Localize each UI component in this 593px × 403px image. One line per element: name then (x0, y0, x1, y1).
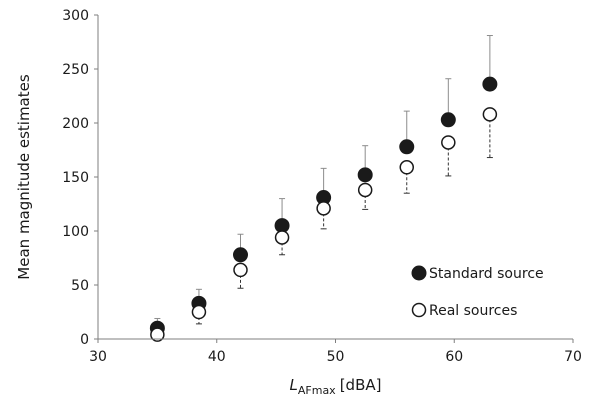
x-tick-label: 60 (445, 349, 463, 365)
y-tick-label: 0 (80, 332, 89, 348)
x-tick-label: 40 (208, 349, 226, 365)
point-real-sources (482, 107, 498, 122)
y-tick-labels: 0 50 100 150 200 250 300 (62, 8, 98, 348)
y-tick-label: 100 (62, 224, 89, 240)
point-standard-source (440, 112, 456, 128)
legend-label-standard-source: Standard source (429, 266, 544, 282)
x-tick-label: 30 (89, 349, 107, 365)
point-standard-source (357, 167, 373, 183)
x-tick-label: 70 (564, 349, 582, 365)
data-points (149, 76, 498, 342)
x-tick-labels: 30 40 50 60 70 (89, 339, 582, 365)
x-tick-label: 50 (327, 349, 345, 365)
x-axis-title-unit: [dBA] (340, 376, 382, 394)
point-standard-source (233, 247, 248, 263)
x-axis-title-subscript: AFmax (298, 384, 336, 397)
legend-marker-standard-source (411, 265, 427, 281)
legend-marker-real-sources (411, 302, 427, 318)
y-tick-label: 250 (62, 62, 89, 78)
y-tick-label: 300 (62, 8, 89, 24)
point-real-sources (233, 262, 248, 278)
legend: Standard source Real sources (411, 265, 544, 319)
point-real-sources (150, 327, 165, 342)
legend-label-real-sources: Real sources (429, 303, 517, 319)
y-tick-label: 50 (71, 278, 89, 294)
x-axis-title: LAFmax [dBA] (290, 376, 382, 397)
point-real-sources (399, 160, 414, 175)
error-bars (154, 35, 493, 338)
point-standard-source (399, 139, 415, 155)
point-real-sources (316, 201, 331, 216)
point-standard-source (482, 76, 498, 92)
x-axis-title-symbol: L (290, 376, 298, 394)
point-real-sources (357, 182, 373, 198)
y-axis-title: Mean magnitude estimates (15, 74, 33, 280)
y-tick-label: 150 (62, 170, 89, 186)
y-tick-label: 200 (62, 116, 89, 132)
point-real-sources (191, 304, 207, 320)
point-real-sources (441, 135, 456, 150)
point-real-sources (274, 230, 290, 245)
